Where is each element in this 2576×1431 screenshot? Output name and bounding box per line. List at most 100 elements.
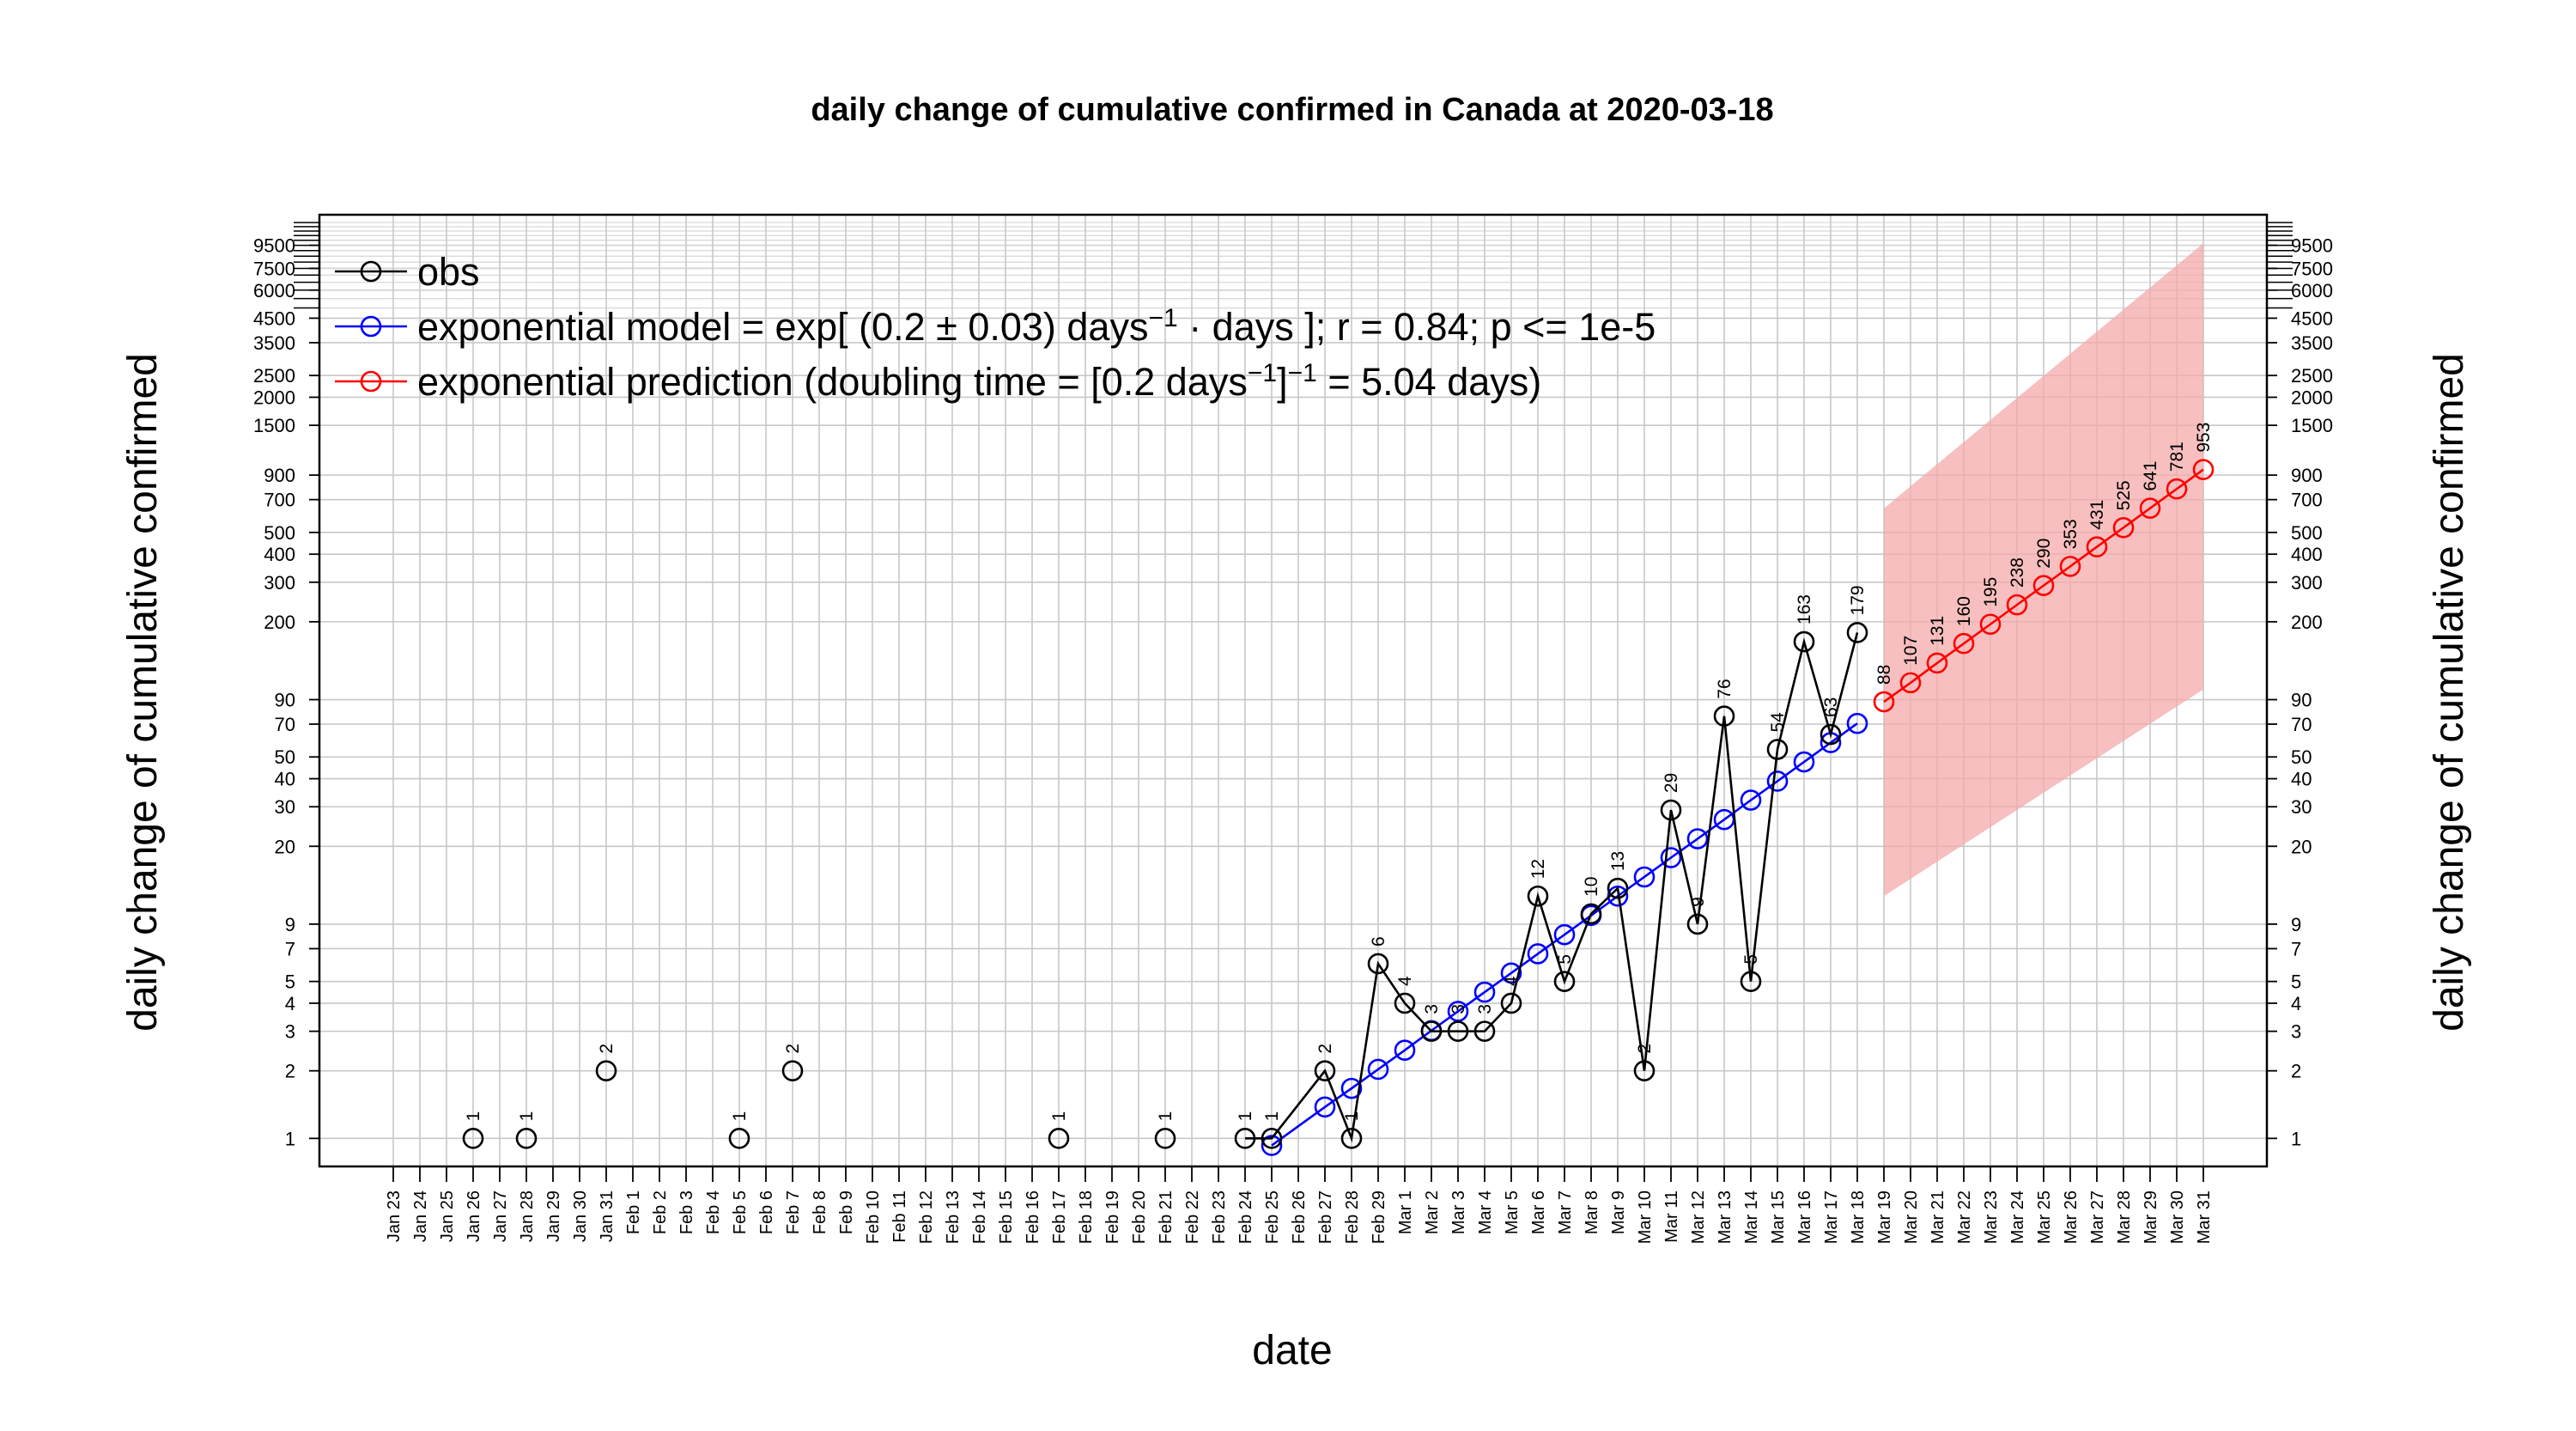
y-tick-label-right: 4 [2291, 993, 2301, 1014]
y-tick-label-right: 2500 [2291, 365, 2333, 387]
point-obs [1420, 1020, 1443, 1042]
x-tick-label: Mar 2 [1423, 1190, 1442, 1234]
data-label-prediction: 953 [2194, 423, 2214, 453]
legend-text-part: exponential model = exp[ (0.2 ± 0.03) da… [417, 305, 1148, 349]
legend: obs exponential model = exp[ (0.2 ± 0.03)… [335, 250, 1656, 404]
y-tick-label-right: 700 [2291, 490, 2323, 511]
y-tick-label-right: 6000 [2291, 280, 2333, 301]
point-obs [1580, 903, 1602, 925]
y-tick-label-left: 90 [275, 690, 295, 711]
point-prediction [2139, 497, 2161, 519]
x-tick-label: Mar 21 [1929, 1190, 1947, 1244]
x-tick-label: Feb 11 [890, 1190, 909, 1243]
legend-text-part: · days ]; r = 0.84; p <= 1e-5 [1178, 305, 1656, 349]
point-obs-isolated [1048, 1128, 1070, 1149]
point-prediction [2006, 594, 2028, 616]
data-label-obs: 1 [1049, 1111, 1069, 1122]
data-label-prediction: 131 [1928, 616, 1947, 646]
data-label-prediction: 431 [2087, 500, 2107, 530]
y-tick-label-left: 4 [285, 993, 295, 1014]
point-model [1314, 1096, 1336, 1118]
data-label-obs: 2 [1635, 1044, 1655, 1054]
point-model [1553, 923, 1576, 946]
point-model [1686, 828, 1709, 849]
x-tick-label: Mar 28 [2115, 1190, 2134, 1244]
point-model [1740, 789, 1762, 811]
y-tick-label-left: 1500 [253, 415, 295, 436]
x-tick-label: Feb 1 [624, 1190, 643, 1234]
x-tick-label: Mar 14 [1742, 1190, 1761, 1244]
x-tick-label: Jan 23 [385, 1190, 404, 1242]
x-tick-label: Jan 29 [544, 1190, 563, 1242]
x-tick-label: Mar 10 [1636, 1190, 1655, 1244]
data-label-obs: 6 [1369, 936, 1388, 947]
legend-superscript: −1 [1248, 359, 1277, 387]
data-label-obs: 9 [1688, 897, 1708, 907]
legend-entry-text: obs [417, 250, 480, 294]
prediction-band [1884, 243, 2203, 897]
point-obs [1660, 799, 1682, 821]
point-prediction [2059, 556, 2081, 577]
point-obs [1314, 1060, 1336, 1081]
point-prediction [2166, 478, 2188, 500]
x-tick-label: Mar 27 [2088, 1190, 2107, 1244]
x-tick-label: Mar 4 [1476, 1190, 1495, 1234]
y-axis-label-right: daily change of cumulative confirmed [2427, 353, 2472, 1032]
y-tick-label-left: 70 [275, 714, 295, 735]
x-tick-label: Mar 1 [1396, 1190, 1415, 1234]
x-tick-label: Feb 20 [1130, 1190, 1149, 1244]
legend-superscript: −1 [1288, 359, 1317, 387]
point-obs-isolated [515, 1128, 538, 1149]
x-tick-label: Feb 18 [1077, 1190, 1096, 1244]
series-line-model [1271, 722, 1858, 1147]
legend-text-part: exponential prediction (doubling time = … [417, 360, 1248, 404]
data-label-obs: 1 [517, 1111, 537, 1122]
x-tick-label: Feb 8 [811, 1190, 829, 1234]
data-label-obs: 2 [1315, 1044, 1335, 1054]
x-tick-label: Mar 30 [2168, 1190, 2187, 1244]
legend-text-part: ] [1277, 360, 1288, 404]
point-obs-isolated [595, 1060, 617, 1081]
x-tick-label: Feb 14 [970, 1190, 989, 1244]
x-tick-label: Feb 21 [1157, 1190, 1176, 1244]
data-label-prediction: 781 [2167, 441, 2187, 472]
x-axis-label: date [1252, 1328, 1332, 1373]
point-obs-isolated [728, 1128, 750, 1149]
x-tick-label: Feb 2 [651, 1190, 670, 1234]
y-tick-label-left: 900 [264, 465, 295, 486]
data-label-prediction: 107 [1901, 636, 1921, 666]
data-label-obs: 1 [1236, 1111, 1255, 1122]
x-tick-label: Jan 25 [438, 1190, 457, 1242]
point-model [1633, 866, 1656, 888]
y-tick-label-left: 4500 [253, 308, 295, 329]
y-tick-label-right: 300 [2291, 572, 2323, 594]
y-tick-label-left: 7 [285, 938, 295, 959]
chart-title: daily change of cumulative confirmed in … [811, 92, 1773, 128]
point-prediction [1979, 613, 2002, 636]
y-tick-label-left: 7500 [253, 258, 295, 279]
legend-superscript: −1 [1148, 304, 1177, 332]
series-line-prediction [1883, 468, 2204, 703]
point-obs-isolated [1154, 1128, 1176, 1149]
point-obs-isolated [781, 1060, 804, 1081]
data-label-obs: 1 [464, 1111, 483, 1122]
y-tick-label-left: 6000 [253, 280, 295, 301]
x-tick-label: Mar 29 [2142, 1190, 2160, 1244]
x-tick-label: Feb 6 [757, 1190, 776, 1234]
point-model [1527, 943, 1549, 965]
x-tick-label: Feb 16 [1024, 1190, 1042, 1244]
x-tick-label: Mar 11 [1662, 1190, 1681, 1243]
point-obs [1367, 953, 1389, 975]
x-tick-label: Mar 6 [1529, 1190, 1548, 1234]
point-obs [1740, 971, 1762, 992]
x-tick-label: Mar 3 [1449, 1190, 1468, 1234]
legend-marker [360, 260, 382, 283]
point-obs [1473, 1020, 1496, 1042]
x-tick-label: Feb 15 [997, 1190, 1016, 1244]
data-label-prediction: 88 [1874, 665, 1894, 685]
x-tick-label: Feb 4 [704, 1190, 723, 1234]
y-tick-label-right: 9500 [2291, 235, 2333, 257]
series-line-obs [1245, 632, 1859, 1143]
x-tick-label: Feb 13 [944, 1190, 963, 1244]
